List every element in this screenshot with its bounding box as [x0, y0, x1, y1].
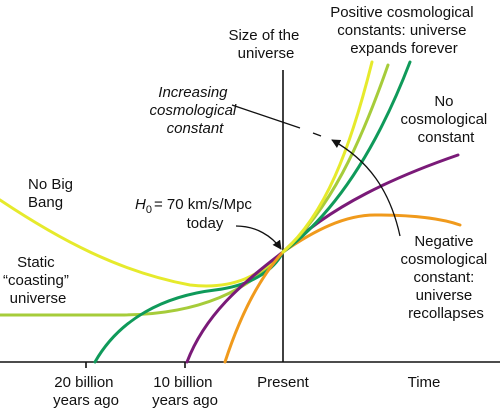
- static-universe-label: Static “coasting” universe: [3, 254, 73, 307]
- tick-label-10-billion: 10 billion years ago: [152, 374, 218, 409]
- curve-no-lambda: [185, 250, 285, 364]
- x-axis-label: Time: [408, 374, 441, 391]
- curve-positive-lambda-yellow: [281, 60, 374, 254]
- increasing-label-pointer: [231, 104, 301, 129]
- no-lambda-label: No cosmological constant: [401, 93, 492, 146]
- hubble-constant-label: H0 = 70 km/s/Mpc: [135, 196, 252, 216]
- negative-lambda-label: Negative cosmological constant: universe…: [401, 233, 492, 322]
- curve-negative-lambda: [223, 250, 285, 364]
- tick-label-present: Present: [257, 374, 310, 391]
- hubble-pointer-arrow: [235, 225, 282, 250]
- positive-lambda-label: Positive cosmological constants: univers…: [330, 4, 478, 57]
- curve-negative-lambda-future: [281, 213, 462, 254]
- negative-to-increasing-arrow: [331, 139, 401, 237]
- hubble-today-label: today: [187, 215, 224, 232]
- y-axis-label: Size of the universe: [228, 27, 303, 62]
- increasing-lambda-label: Increasing cosmological constant: [150, 84, 241, 137]
- tick-label-20-billion: 20 billion years ago: [53, 374, 119, 409]
- no-big-bang-label: No Big Bang: [28, 176, 77, 211]
- increasing-label-pointer-dash: [312, 132, 322, 137]
- curve-positive-lambda-green: [281, 60, 412, 254]
